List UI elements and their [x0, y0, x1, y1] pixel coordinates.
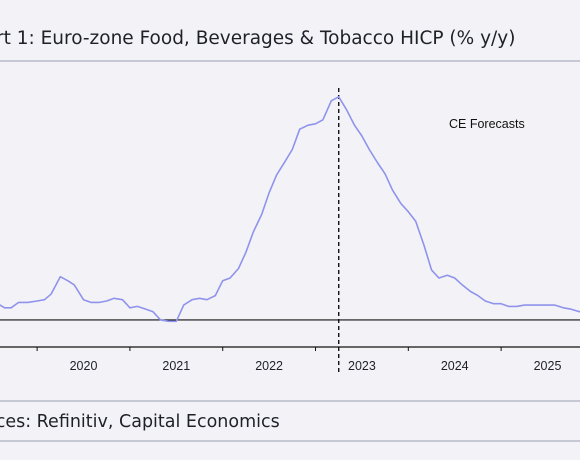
source-note: Sources: Refinitiv, Capital Economics	[0, 412, 280, 432]
x-tick-label: 2022	[255, 359, 283, 373]
x-tick-label: 2024	[441, 359, 469, 373]
x-tick-label: 2020	[70, 359, 98, 373]
x-tick-label: 2023	[348, 359, 376, 373]
forecast-annotation: CE Forecasts	[449, 117, 525, 131]
x-tick-label: 2025	[534, 359, 562, 373]
x-tick-label: 2021	[162, 359, 190, 373]
chart-title: Chart 1: Euro-zone Food, Beverages & Tob…	[0, 28, 515, 49]
